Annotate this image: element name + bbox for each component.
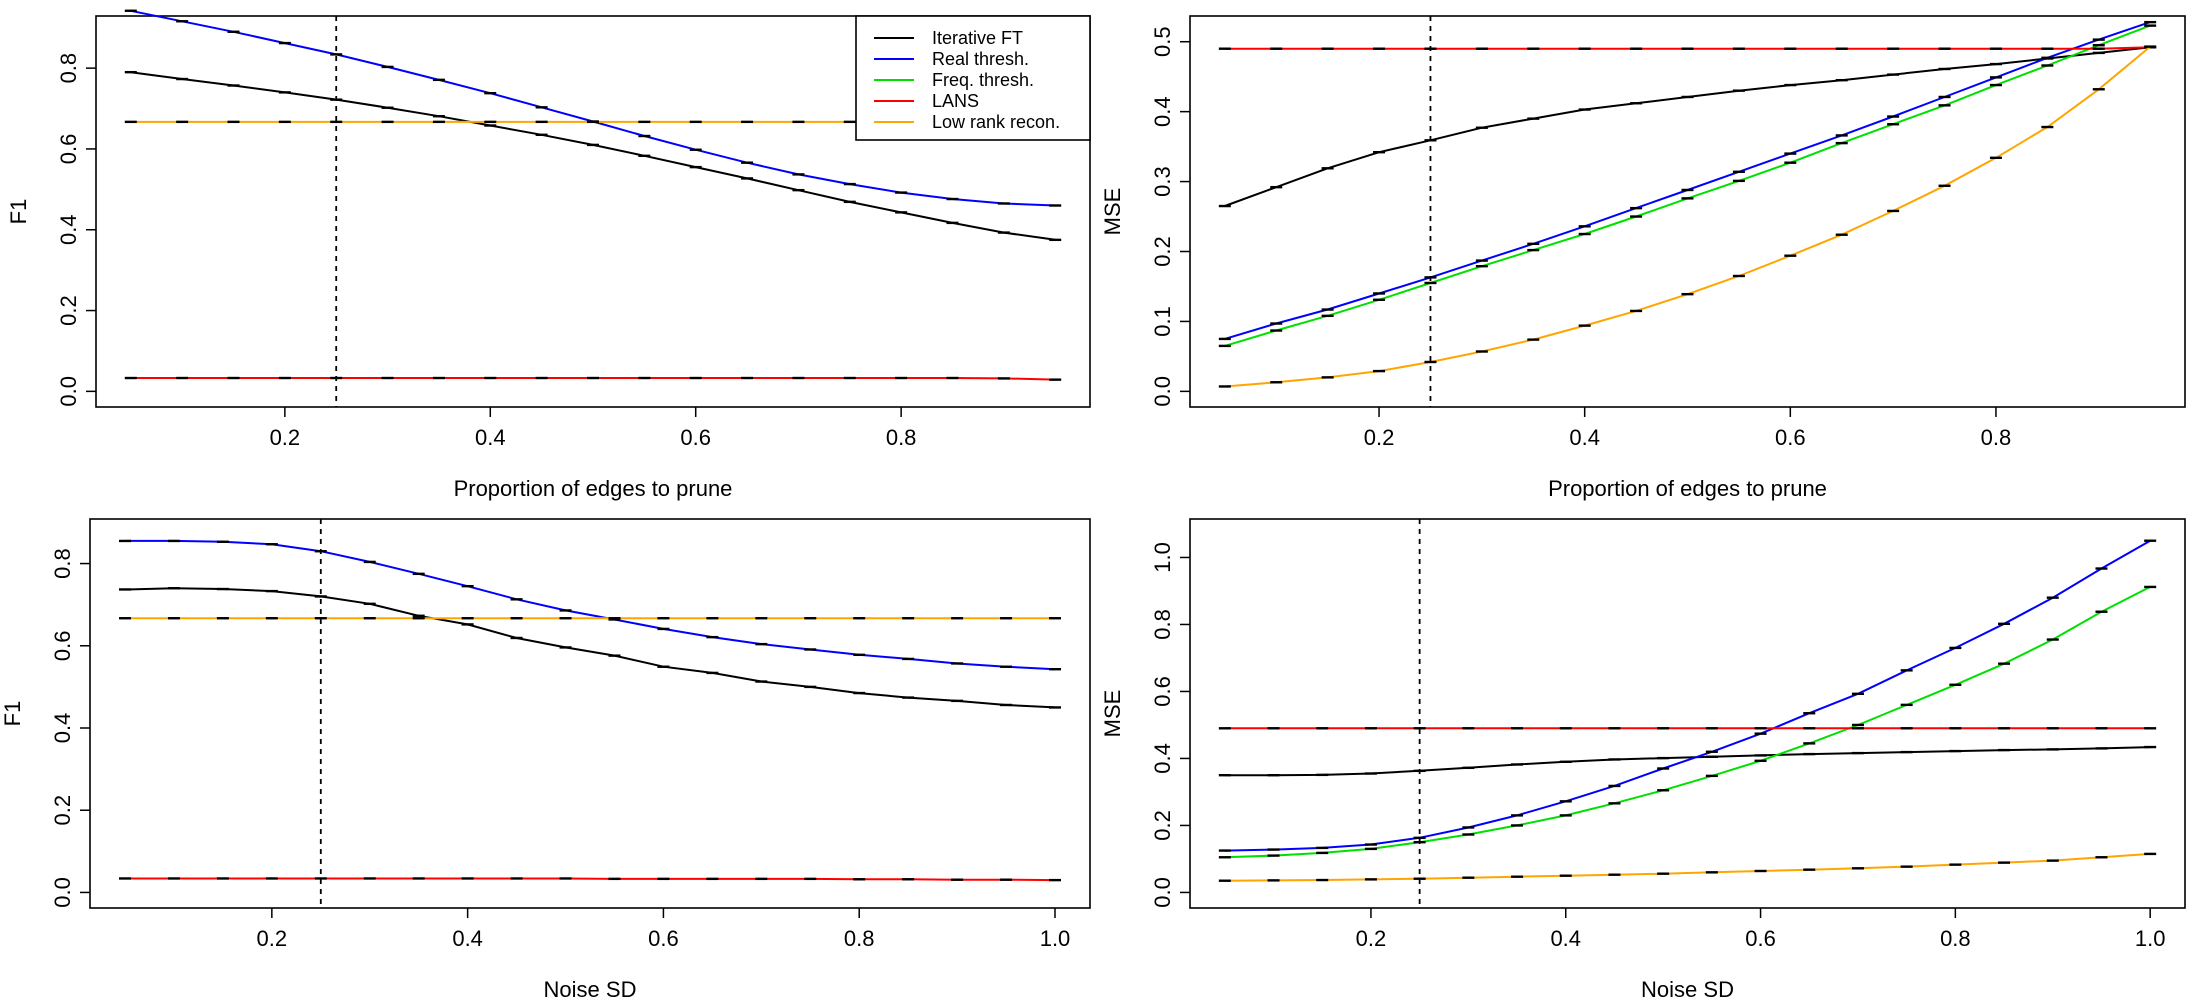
y-tick-label: 0.8 xyxy=(50,548,75,579)
series-iterative-ft xyxy=(1218,745,2157,777)
x-axis-title: Noise SD xyxy=(1641,977,1734,1000)
x-axis-title: Noise SD xyxy=(544,977,637,1000)
y-tick-label: 0.6 xyxy=(1150,676,1175,707)
x-tick-label: 1.0 xyxy=(2135,926,2166,951)
y-axis-title: MSE xyxy=(1100,690,1125,738)
series-low-rank-recon xyxy=(1218,852,2157,882)
x-axis-title: Proportion of edges to prune xyxy=(1548,476,1827,501)
y-tick-label: 0.5 xyxy=(1150,26,1175,57)
y-axis-title: F1 xyxy=(0,701,25,727)
panel-f1-vs-proportion-pruned: 0.2 0.4 0.6 0.8 0.0 0.2 0.4 0.6 0.8 Proportion of… xyxy=(6,9,1091,501)
x-tick-label: 0.6 xyxy=(1775,425,1806,450)
legend-entry-label: Iterative FT xyxy=(932,28,1023,48)
y-tick-label: 0.0 xyxy=(1150,376,1175,407)
legend-entry-label: LANS xyxy=(932,91,979,111)
y-tick-label: 0.6 xyxy=(56,134,81,165)
x-tick-label: 0.8 xyxy=(1940,926,1971,951)
x-tick-label: 1.0 xyxy=(1040,926,1071,951)
x-tick-label: 0.8 xyxy=(1981,425,2012,450)
series-real-thresh xyxy=(1218,20,2157,341)
x-axis-title: Proportion of edges to prune xyxy=(454,476,733,501)
series-iterative-ft xyxy=(124,70,1062,242)
series-line xyxy=(125,539,1056,671)
x-tick-label: 0.6 xyxy=(680,425,711,450)
plot-frame xyxy=(1189,15,2186,408)
plot-frame xyxy=(89,518,1091,909)
y-tick-label: 1.0 xyxy=(1150,542,1175,573)
x-tick-label: 0.8 xyxy=(886,425,917,450)
y-tick-label: 0.2 xyxy=(1150,236,1175,267)
x-tick-label: 0.8 xyxy=(844,926,875,951)
legend-entry-label: Freq. thresh. xyxy=(932,70,1034,90)
legend-entry-label: Low rank recon. xyxy=(932,112,1060,132)
y-tick-label: 0.0 xyxy=(56,376,81,407)
x-tick-label: 0.2 xyxy=(270,425,301,450)
y-tick-label: 0.2 xyxy=(50,795,75,826)
panel-f1-vs-noise-sd: 0.2 0.4 0.6 0.8 1.0 0.0 0.2 0.4 0.6 0.8 Noise SD F1 xyxy=(0,518,1091,1000)
legend-entry-label: Real thresh. xyxy=(932,49,1029,69)
series-line xyxy=(1224,539,2151,852)
series-lans xyxy=(124,376,1062,381)
y-tick-label: 0.0 xyxy=(50,877,75,908)
series-iterative-ft xyxy=(119,587,1061,709)
panel-mse-vs-noise-sd: 0.2 0.4 0.6 0.8 1.0 0.0 0.2 0.4 0.6 0.8 1.0 Noise S… xyxy=(1100,518,2186,1000)
series-freq-thresh xyxy=(1218,585,2157,859)
y-tick-label: 0.0 xyxy=(1150,877,1175,908)
x-tick-label: 0.4 xyxy=(452,926,483,951)
x-tick-label: 0.6 xyxy=(648,926,679,951)
x-tick-label: 0.2 xyxy=(257,926,288,951)
y-tick-label: 0.4 xyxy=(56,214,81,245)
y-tick-label: 0.1 xyxy=(1150,306,1175,337)
series-line xyxy=(1224,21,2151,340)
series-line xyxy=(1224,852,2151,882)
x-tick-label: 0.2 xyxy=(1356,926,1387,951)
series-low-rank-recon xyxy=(1218,45,2157,388)
series-line xyxy=(124,587,1056,709)
y-tick-label: 0.8 xyxy=(1150,609,1175,640)
series-line xyxy=(125,877,1056,882)
series-real-thresh xyxy=(1218,539,2157,852)
y-tick-label: 0.2 xyxy=(56,295,81,326)
panel-mse-vs-proportion-pruned: 0.2 0.4 0.6 0.8 0.0 0.1 0.2 0.3 0.4 0.5 Proportion… xyxy=(1100,15,2186,501)
plot-frame xyxy=(95,15,1091,408)
series-line xyxy=(1224,586,2151,859)
series-lans xyxy=(119,877,1061,882)
y-tick-label: 0.4 xyxy=(1150,743,1175,774)
y-axis-title: F1 xyxy=(6,199,31,225)
series-real-thresh xyxy=(119,539,1061,671)
y-tick-label: 0.3 xyxy=(1150,166,1175,197)
x-tick-label: 0.4 xyxy=(475,425,506,450)
x-tick-label: 0.4 xyxy=(1569,425,1600,450)
x-tick-label: 0.4 xyxy=(1550,926,1581,951)
plot-frame xyxy=(1189,518,2186,909)
y-tick-label: 0.2 xyxy=(1150,810,1175,841)
legend-box xyxy=(855,15,1091,141)
series-lans xyxy=(1218,46,2157,50)
y-tick-label: 0.6 xyxy=(50,630,75,661)
series-freq-thresh xyxy=(1218,24,2157,348)
series-line xyxy=(1224,746,2151,777)
series-iterative-ft xyxy=(1218,46,2157,208)
x-tick-label: 0.6 xyxy=(1745,926,1776,951)
y-tick-label: 0.4 xyxy=(50,713,75,744)
y-tick-label: 0.4 xyxy=(1150,96,1175,127)
y-axis-title: MSE xyxy=(1100,188,1125,236)
y-tick-label: 0.8 xyxy=(56,53,81,84)
x-tick-label: 0.2 xyxy=(1364,425,1395,450)
